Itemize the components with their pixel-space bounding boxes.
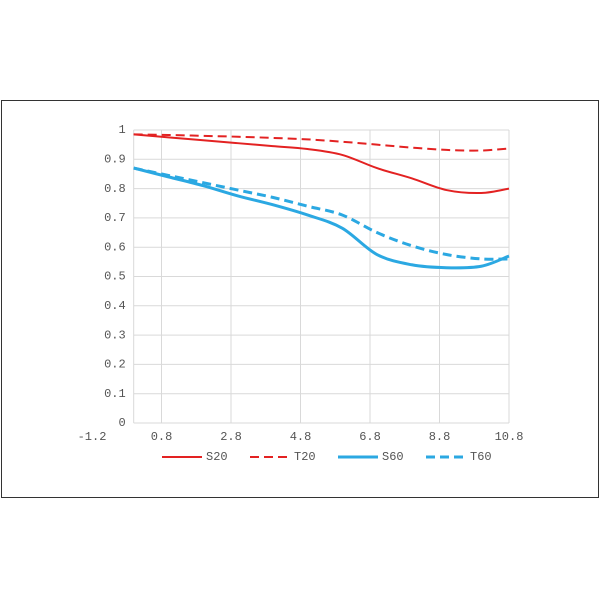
x-tick-label: 8.8	[429, 430, 451, 444]
y-tick-label: 0.8	[104, 182, 126, 196]
y-tick-label: 0.9	[104, 152, 126, 166]
y-tick-label: 0.3	[104, 328, 126, 342]
y-tick-label: 1	[118, 123, 125, 137]
series-line	[133, 166, 510, 261]
x-tick-label: -1.2	[78, 430, 107, 444]
legend-label: T20	[294, 450, 316, 464]
y-tick-label: 0.1	[104, 387, 126, 401]
y-tick-label: 0.6	[104, 240, 126, 254]
series-line	[133, 133, 510, 195]
x-tick-label: 4.8	[290, 430, 312, 444]
y-tick-label: 0.7	[104, 211, 126, 225]
y-tick-label: 0.5	[104, 270, 126, 284]
series-line	[133, 133, 510, 152]
x-tick-label: 2.8	[220, 430, 242, 444]
y-tick-label: 0	[118, 416, 125, 430]
legend-label: T60	[470, 450, 492, 464]
x-tick-label: 6.8	[359, 430, 381, 444]
x-tick-label: 10.8	[495, 430, 524, 444]
legend-label: S20	[206, 450, 228, 464]
x-tick-label: 0.8	[151, 430, 173, 444]
legend-label: S60	[382, 450, 404, 464]
y-tick-label: 0.4	[104, 299, 126, 313]
frame	[1, 100, 599, 498]
y-tick-label: 0.2	[104, 358, 126, 372]
series-line	[133, 166, 510, 270]
